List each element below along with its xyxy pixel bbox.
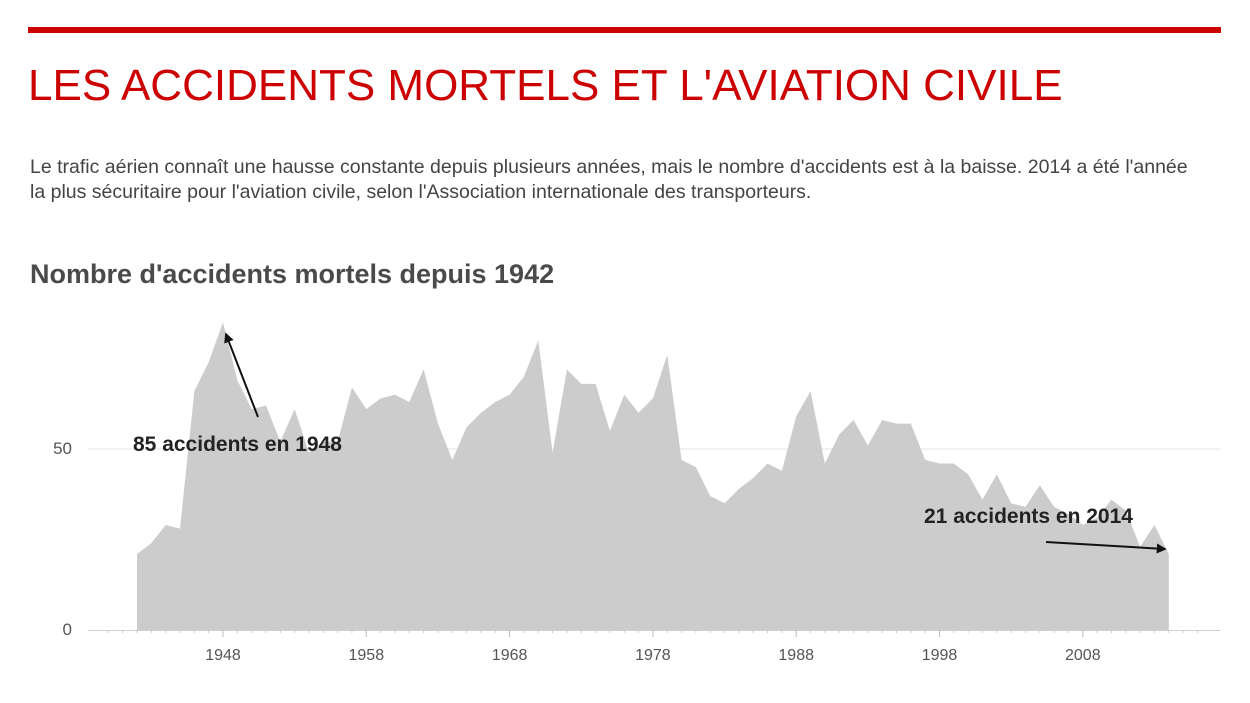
x-tick-label: 1978 [635, 647, 671, 664]
x-tick-label: 1988 [778, 647, 814, 664]
top-accent-bar [28, 27, 1221, 33]
annotation-arrow-1948 [224, 332, 259, 418]
series-area [137, 322, 1169, 630]
annotations: 85 accidents en 1948 21 accidents en 2014 [133, 332, 1167, 554]
x-tick-label: 2008 [1065, 647, 1101, 664]
x-tick-label: 1948 [205, 647, 241, 664]
annotation-1948: 85 accidents en 1948 [133, 433, 342, 456]
x-tick-label: 1968 [492, 647, 528, 664]
intro-paragraph: Le trafic aérien connaît une hausse cons… [30, 156, 1188, 203]
page-title: LES ACCIDENTS MORTELS ET L'AVIATION CIVI… [28, 61, 1063, 110]
x-tick-label: 1958 [349, 647, 385, 664]
y-tick-label: 0 [63, 620, 72, 639]
x-tick-label: 1998 [922, 647, 958, 664]
annotation-2014: 21 accidents en 2014 [924, 505, 1133, 528]
y-tick-label: 50 [53, 439, 72, 458]
area-chart: 0 50 1948 1958 1968 1978 1988 1998 2008 85 acci… [53, 322, 1220, 664]
x-axis-labels: 1948 1958 1968 1978 1988 1998 2008 [205, 630, 1101, 664]
y-axis: 0 50 [53, 439, 72, 639]
annotation-arrow-2014 [1045, 541, 1167, 554]
x-axis [88, 630, 1220, 633]
chart-title: Nombre d'accidents mortels depuis 1942 [30, 259, 555, 289]
